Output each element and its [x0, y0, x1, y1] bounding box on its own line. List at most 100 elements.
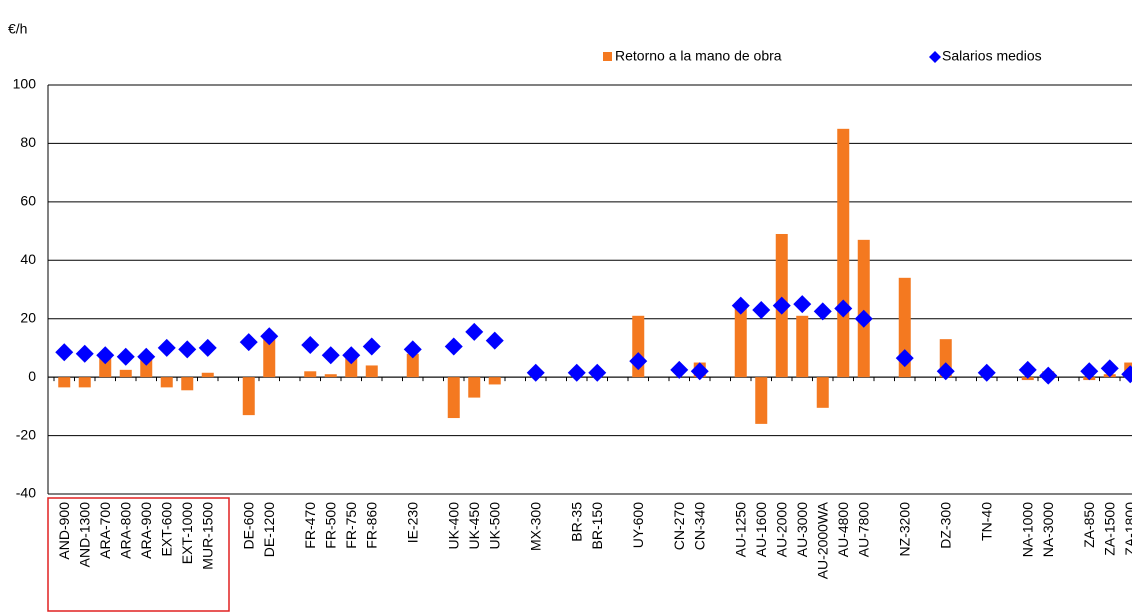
x-tick-label: AU-1600 [753, 502, 769, 557]
x-tick-label: FR-470 [302, 502, 318, 549]
y-tick-label: -40 [16, 485, 36, 501]
y-axis-label: €/h [8, 21, 27, 37]
x-tick-label: ARA-800 [117, 502, 133, 559]
bar [447, 377, 460, 419]
bar [468, 377, 481, 398]
marker [403, 340, 422, 359]
marker [75, 344, 94, 363]
marker [731, 296, 750, 315]
bar [119, 369, 132, 378]
x-tick-label: ARA-700 [97, 502, 113, 559]
marker [116, 347, 135, 366]
x-tick-label: NA-3000 [1040, 502, 1056, 557]
marker [157, 338, 176, 357]
marker [465, 322, 484, 341]
x-tick-label: AU-3000 [794, 502, 810, 557]
bar [160, 377, 173, 388]
x-tick-label: EXT-1000 [179, 502, 195, 564]
marker [301, 336, 320, 355]
marker [239, 333, 258, 352]
marker [1080, 362, 1099, 381]
x-tick-label: DE-1200 [261, 502, 277, 557]
x-tick-label: ZA-850 [1081, 502, 1097, 548]
x-tick-label: FR-750 [343, 502, 359, 549]
marker [1018, 360, 1037, 379]
y-tick-label: 40 [20, 251, 36, 267]
bar [140, 359, 153, 378]
x-tick-label: BR-35 [568, 502, 584, 542]
marker [772, 296, 791, 315]
x-tick-label: ZA-1500 [1101, 502, 1117, 556]
bar [181, 377, 194, 391]
x-tick-label: UY-600 [630, 502, 646, 548]
marker [1039, 366, 1058, 385]
x-tick-label: FR-500 [322, 502, 338, 549]
marker [1121, 365, 1132, 384]
marker [752, 300, 771, 319]
bar [796, 315, 809, 378]
marker [629, 352, 648, 371]
bar [201, 372, 214, 378]
marker [670, 360, 689, 379]
bar [488, 377, 501, 385]
x-tick-label: TN-40 [978, 502, 994, 541]
x-tick-label: BR-150 [589, 502, 605, 550]
x-tick-label: AU-4800 [835, 502, 851, 557]
bar [58, 377, 71, 388]
marker [485, 331, 504, 350]
legend-swatch [929, 51, 941, 63]
marker [834, 299, 853, 318]
marker [793, 295, 812, 314]
bar [755, 377, 768, 424]
y-tick-label: 60 [20, 193, 36, 209]
marker [55, 343, 74, 362]
marker [813, 302, 832, 321]
marker [690, 362, 709, 381]
x-tick-label: CN-340 [691, 502, 707, 550]
bar [734, 307, 747, 378]
marker [362, 337, 381, 356]
marker [321, 346, 340, 365]
bar [324, 374, 337, 378]
x-tick-label: FR-860 [363, 502, 379, 549]
x-tick-label: AU-7800 [855, 502, 871, 557]
legend-swatch [603, 52, 612, 61]
marker [137, 347, 156, 366]
legend-label: Retorno a la mano de obra [615, 48, 782, 64]
x-tick-label: EXT-600 [158, 502, 174, 557]
x-tick-label: NA-1000 [1019, 502, 1035, 557]
bar [857, 239, 870, 378]
y-tick-label: 20 [20, 309, 36, 325]
x-tick-label: UK-450 [466, 502, 482, 550]
x-tick-label: AND-1300 [76, 502, 92, 568]
x-tick-label: DE-600 [240, 502, 256, 550]
marker [588, 363, 607, 382]
x-tick-label: UK-400 [445, 502, 461, 550]
marker [526, 363, 545, 382]
marker [567, 363, 586, 382]
marker [1100, 359, 1119, 378]
bar [99, 356, 112, 378]
x-tick-label: AU-2000 [773, 502, 789, 557]
x-tick-label: CN-270 [671, 502, 687, 550]
marker [977, 363, 996, 382]
y-tick-label: 0 [28, 368, 36, 384]
marker [444, 337, 463, 356]
x-tick-label: ZA-1800 [1122, 502, 1132, 556]
bar [816, 377, 829, 408]
marker [96, 346, 115, 365]
marker [198, 338, 217, 357]
marker [936, 362, 955, 381]
legend-label: Salarios medios [942, 48, 1042, 64]
y-tick-label: 100 [13, 76, 37, 92]
highlight-box [47, 497, 230, 612]
marker [260, 327, 279, 346]
bar [365, 365, 378, 378]
x-tick-label: UK-500 [486, 502, 502, 550]
x-tick-label: MUR-1500 [199, 502, 215, 570]
y-tick-label: 80 [20, 134, 36, 150]
x-tick-label: ARA-900 [138, 502, 154, 559]
bar [406, 353, 419, 378]
marker [178, 340, 197, 359]
x-tick-label: NZ-3200 [896, 502, 912, 557]
